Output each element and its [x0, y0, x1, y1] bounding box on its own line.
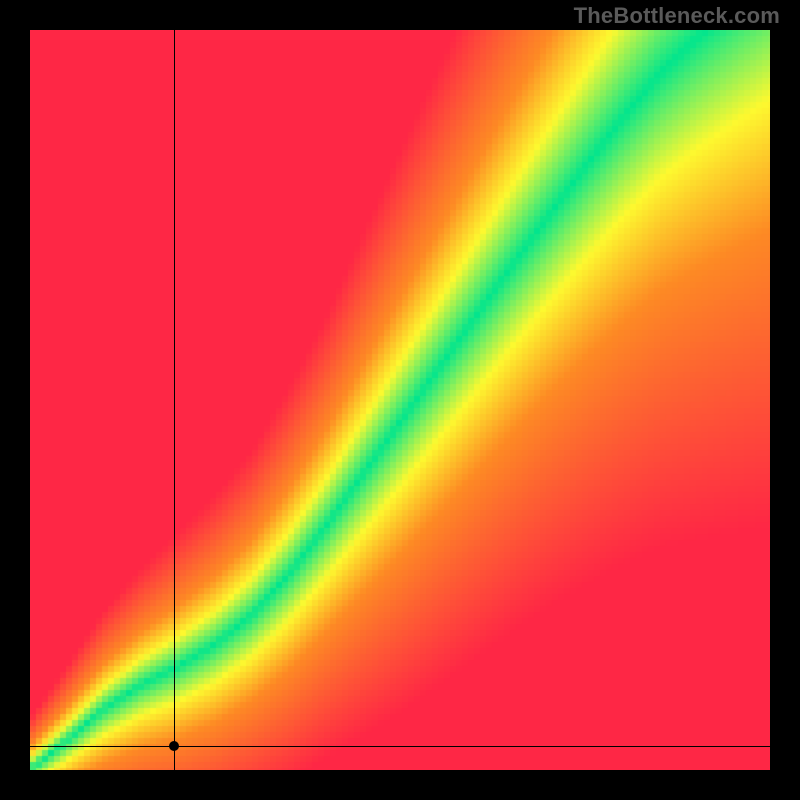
crosshair-vertical-line: [174, 30, 175, 770]
watermark-text: TheBottleneck.com: [574, 3, 780, 29]
crosshair-point: [169, 741, 179, 751]
heatmap-canvas: [30, 30, 770, 770]
heatmap-plot: [30, 30, 770, 770]
crosshair-horizontal-line: [30, 746, 770, 747]
chart-container: TheBottleneck.com: [0, 0, 800, 800]
